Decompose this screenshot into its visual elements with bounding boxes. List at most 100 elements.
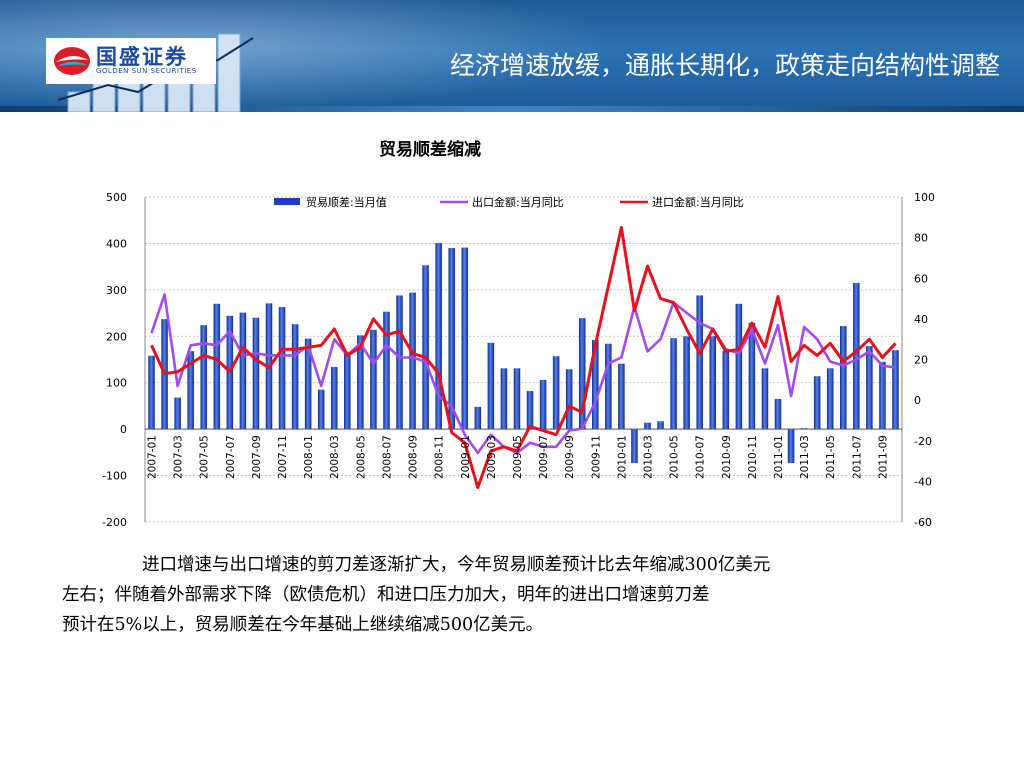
- x-axis-tick-label: 2007-09: [251, 435, 263, 479]
- bar-trade-surplus: [696, 295, 703, 430]
- bar-trade-surplus: [239, 312, 247, 430]
- left-axis-tick-label: 300: [106, 284, 127, 297]
- bar-trade-surplus: [500, 368, 508, 430]
- x-axis-tick-label: 2011-09: [877, 435, 889, 479]
- bar-trade-surplus: [278, 307, 286, 430]
- company-logo: 国盛证券 GOLDEN SUN SECURITIES: [46, 38, 216, 84]
- bar-trade-surplus: [435, 242, 442, 430]
- bar-trade-surplus: [357, 335, 364, 430]
- left-axis-tick-label: 100: [106, 377, 127, 390]
- bar-trade-surplus: [670, 338, 677, 430]
- legend-label: 贸易顺差:当月值: [306, 195, 387, 209]
- bar-trade-surplus: [474, 406, 482, 430]
- bar-trade-surplus: [526, 391, 534, 430]
- bar-trade-surplus: [605, 343, 612, 430]
- x-axis-tick-label: 2011-01: [773, 435, 785, 479]
- x-axis-tick-label: 2008-01: [303, 435, 315, 479]
- body-text: 进口增速与出口增速的剪刀差逐渐扩大，今年贸易顺差预计比去年缩减300亿美元 左右…: [62, 550, 962, 640]
- right-axis-tick-label: 60: [914, 272, 928, 285]
- left-axis-tick-label: -200: [102, 516, 127, 529]
- bar-trade-surplus: [735, 303, 743, 430]
- bar-trade-surplus: [618, 363, 625, 430]
- bar-trade-surplus: [631, 429, 638, 464]
- x-axis-tick-label: 2009-05: [512, 435, 524, 479]
- x-axis-tick-label: 2008-07: [381, 435, 393, 479]
- slide-title: 经济增速放缓，通胀长期化，政策走向结构性调整: [449, 51, 1000, 80]
- x-axis-tick-label: 2008-11: [434, 435, 446, 479]
- x-axis-tick-label: 2009-09: [564, 435, 576, 479]
- bar-trade-surplus: [722, 350, 730, 430]
- left-axis-tick-label: 200: [106, 330, 127, 343]
- header-bottom-band: [0, 106, 1024, 112]
- bar-trade-surplus: [448, 248, 455, 430]
- x-axis-tick-label: 2007-11: [277, 435, 289, 479]
- bar-trade-surplus: [200, 325, 207, 430]
- legend-label: 出口金额:当月同比: [472, 195, 564, 209]
- x-axis-tick-label: 2010-03: [642, 435, 654, 479]
- bar-trade-surplus: [761, 368, 769, 430]
- left-axis-tick-label: 500: [106, 191, 127, 204]
- x-axis-tick-label: 2008-09: [408, 435, 420, 479]
- x-axis-tick-label: 2011-05: [825, 435, 837, 479]
- body-line: 预计在5%以上，贸易顺差在今年基础上继续缩减500亿美元。: [62, 615, 544, 635]
- left-axis-tick-label: 400: [106, 237, 127, 250]
- bar-trade-surplus: [213, 303, 221, 430]
- bar-trade-surplus: [291, 324, 299, 430]
- bar-trade-surplus: [396, 295, 403, 430]
- bar-trade-surplus: [592, 340, 599, 430]
- x-axis-tick-label: 2010-07: [695, 435, 707, 479]
- x-axis-tick-label: 2008-03: [329, 435, 341, 479]
- bar-trade-surplus: [422, 265, 429, 430]
- x-axis-tick-label: 2010-05: [669, 435, 681, 479]
- x-axis-tick-label: 2010-01: [616, 435, 628, 479]
- line-import-yoy: [150, 226, 897, 489]
- bar-trade-surplus: [787, 429, 795, 464]
- bar-trade-surplus: [565, 369, 573, 430]
- bar-trade-surplus: [800, 428, 808, 430]
- bar-trade-surplus: [748, 322, 756, 430]
- bar-trade-surplus: [148, 355, 155, 430]
- bar-trade-surplus: [657, 421, 664, 430]
- right-axis-tick-label: -20: [914, 435, 932, 448]
- body-line: 进口增速与出口增速的剪刀差逐渐扩大，今年贸易顺差预计比去年缩减300亿美元: [142, 555, 771, 575]
- x-axis-tick-label: 2007-05: [199, 435, 211, 479]
- bar-trade-surplus: [879, 361, 886, 430]
- bar-trade-surplus: [174, 397, 181, 430]
- x-axis-tick-label: 2007-03: [173, 435, 185, 479]
- logo-emblem-icon: [54, 47, 90, 75]
- logo-subtext: GOLDEN SUN SECURITIES: [96, 67, 197, 75]
- x-axis-tick-label: 2008-05: [355, 435, 367, 479]
- x-axis-tick-label: 2009-03: [486, 435, 498, 479]
- bar-trade-surplus: [578, 318, 586, 430]
- x-axis-tick-label: 2011-07: [851, 435, 863, 479]
- bar-trade-surplus: [409, 292, 416, 430]
- bar-trade-surplus: [840, 326, 847, 430]
- bar-trade-surplus: [552, 356, 560, 430]
- right-axis-tick-label: -40: [914, 475, 932, 488]
- x-axis-tick-label: 2009-07: [538, 435, 550, 479]
- legend-label: 进口金额:当月同比: [652, 195, 744, 209]
- chart-title: 贸易顺差缩减: [379, 140, 481, 160]
- x-axis-tick-label: 2009-11: [590, 435, 602, 479]
- right-axis-tick-label: 20: [914, 354, 928, 367]
- bar-trade-surplus: [866, 346, 873, 430]
- right-axis-tick-label: 0: [914, 394, 921, 407]
- legend-swatch-bar: [274, 198, 300, 205]
- x-axis-tick-label: 2009-01: [460, 435, 472, 479]
- bar-trade-surplus: [344, 351, 351, 430]
- bar-trade-surplus: [774, 398, 782, 430]
- bar-trade-surplus: [187, 351, 194, 430]
- trade-chart: 5004003002001000-100-200100806040200-20-…: [102, 191, 935, 529]
- bar-trade-surplus: [304, 338, 312, 430]
- bar-trade-surplus: [383, 311, 390, 430]
- bar-trade-surplus: [330, 366, 338, 430]
- bar-trade-surplus: [892, 350, 899, 430]
- bar-trade-surplus: [487, 342, 495, 430]
- right-axis-tick-label: 80: [914, 232, 928, 245]
- x-axis-tick-label: 2010-09: [721, 435, 733, 479]
- bar-trade-surplus: [709, 336, 717, 430]
- right-axis-tick-label: -60: [914, 516, 932, 529]
- body-line: 左右；伴随着外部需求下降（欧债危机）和进口压力加大，明年的进出口增速剪刀差: [62, 585, 710, 605]
- bar-trade-surplus: [644, 422, 651, 430]
- logo-text: 国盛证券: [96, 44, 188, 69]
